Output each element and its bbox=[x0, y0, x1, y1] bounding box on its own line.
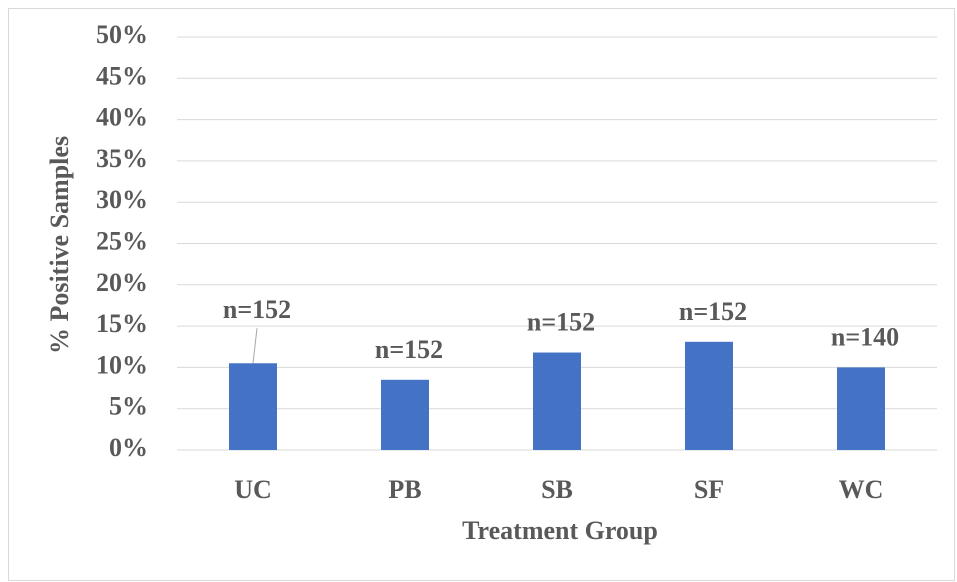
bar-annotation: n=152 bbox=[527, 308, 595, 337]
leader-line bbox=[252, 328, 258, 364]
x-tick-label: PB bbox=[388, 475, 421, 504]
chart-border bbox=[8, 8, 955, 581]
y-tick-label: 10% bbox=[96, 350, 148, 379]
bar-annotation: n=152 bbox=[375, 335, 443, 364]
y-tick-label: 25% bbox=[96, 226, 148, 255]
y-axis-label: % Positive Samples bbox=[45, 136, 74, 354]
x-tick-label: SF bbox=[694, 475, 724, 504]
y-tick-label: 0% bbox=[109, 433, 148, 462]
y-tick-label: 30% bbox=[96, 185, 148, 214]
bar bbox=[837, 367, 885, 450]
x-tick-label: UC bbox=[234, 475, 272, 504]
bar bbox=[685, 341, 733, 450]
bar bbox=[381, 379, 429, 450]
bar bbox=[533, 352, 581, 450]
y-tick-label: 15% bbox=[96, 309, 148, 338]
y-tick-label: 35% bbox=[96, 144, 148, 173]
bar-annotation: n=152 bbox=[679, 297, 747, 326]
x-axis-label: Treatment Group bbox=[462, 516, 658, 545]
bar-annotation: n=140 bbox=[831, 322, 899, 351]
y-tick-label: 5% bbox=[109, 392, 148, 421]
y-tick-label: 45% bbox=[96, 61, 148, 90]
y-tick-label: 20% bbox=[96, 268, 148, 297]
y-tick-label: 40% bbox=[96, 103, 148, 132]
bar-annotation: n=152 bbox=[223, 295, 291, 324]
y-tick-label: 50% bbox=[96, 20, 148, 49]
bar bbox=[229, 363, 277, 450]
x-tick-label: SB bbox=[541, 475, 573, 504]
x-tick-label: WC bbox=[839, 475, 884, 504]
